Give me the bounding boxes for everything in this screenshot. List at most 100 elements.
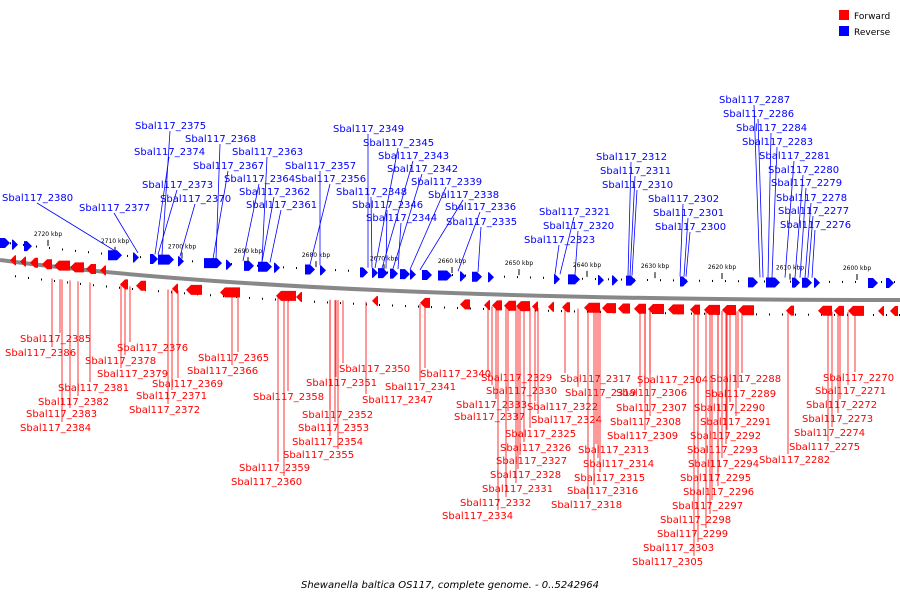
- reverse-gene-label[interactable]: Sbal117_2375: [135, 121, 206, 132]
- forward-gene-arrow[interactable]: [504, 300, 516, 311]
- forward-gene-label[interactable]: Sbal117_2298: [660, 515, 731, 526]
- reverse-gene-label[interactable]: Sbal117_2321: [539, 207, 610, 218]
- forward-gene-label[interactable]: Sbal117_2329: [481, 373, 552, 384]
- forward-gene-label[interactable]: Sbal117_2288: [710, 374, 781, 385]
- reverse-gene-arrow[interactable]: [766, 277, 780, 288]
- forward-gene-label[interactable]: Sbal117_2296: [683, 487, 754, 498]
- forward-gene-label[interactable]: Sbal117_2304: [637, 375, 708, 386]
- forward-gene-label[interactable]: Sbal117_2382: [38, 397, 109, 408]
- reverse-gene-label[interactable]: Sbal117_2276: [780, 220, 851, 231]
- forward-gene-label[interactable]: Sbal117_2333: [456, 400, 527, 411]
- forward-gene-label[interactable]: Sbal117_2330: [486, 386, 557, 397]
- forward-gene-label[interactable]: Sbal117_2359: [239, 463, 310, 474]
- forward-gene-label[interactable]: Sbal117_2316: [567, 486, 638, 497]
- forward-gene-label[interactable]: Sbal117_2341: [385, 382, 456, 393]
- reverse-gene-label[interactable]: Sbal117_2343: [378, 151, 449, 162]
- reverse-gene-label[interactable]: Sbal117_2356: [295, 174, 366, 185]
- reverse-gene-label[interactable]: Sbal117_2283: [742, 137, 813, 148]
- forward-gene-label[interactable]: Sbal117_2271: [815, 386, 886, 397]
- forward-gene-label[interactable]: Sbal117_2272: [806, 400, 877, 411]
- forward-gene-arrow[interactable]: [634, 303, 646, 314]
- reverse-gene-label[interactable]: Sbal117_2339: [411, 177, 482, 188]
- forward-gene-label[interactable]: Sbal117_2372: [129, 405, 200, 416]
- forward-gene-arrow[interactable]: [276, 290, 296, 301]
- reverse-gene-label[interactable]: Sbal117_2357: [285, 161, 356, 172]
- reverse-gene-arrow[interactable]: [680, 276, 688, 287]
- reverse-gene-arrow[interactable]: [24, 241, 32, 252]
- reverse-gene-label[interactable]: Sbal117_2279: [771, 178, 842, 189]
- forward-gene-arrow[interactable]: [54, 260, 70, 271]
- forward-gene-arrow[interactable]: [296, 292, 302, 303]
- reverse-gene-label[interactable]: Sbal117_2277: [778, 206, 849, 217]
- reverse-gene-arrow[interactable]: [438, 270, 452, 281]
- reverse-gene-label[interactable]: Sbal117_2367: [193, 161, 264, 172]
- forward-gene-label[interactable]: Sbal117_2350: [339, 364, 410, 375]
- forward-gene-label[interactable]: Sbal117_2366: [187, 366, 258, 377]
- reverse-gene-label[interactable]: Sbal117_2323: [524, 235, 595, 246]
- forward-gene-label[interactable]: Sbal117_2317: [560, 374, 631, 385]
- forward-gene-label[interactable]: Sbal117_2337: [454, 412, 525, 423]
- forward-gene-label[interactable]: Sbal117_2331: [482, 484, 553, 495]
- reverse-gene-arrow[interactable]: [244, 260, 254, 271]
- forward-gene-arrow[interactable]: [786, 305, 794, 316]
- forward-gene-label[interactable]: Sbal117_2309: [607, 431, 678, 442]
- forward-gene-label[interactable]: Sbal117_2290: [694, 403, 765, 414]
- forward-gene-arrow[interactable]: [30, 257, 38, 268]
- forward-gene-arrow[interactable]: [690, 304, 700, 315]
- reverse-gene-arrow[interactable]: [108, 250, 122, 261]
- forward-gene-label[interactable]: Sbal117_2360: [231, 477, 302, 488]
- reverse-gene-label[interactable]: Sbal117_2344: [366, 213, 437, 224]
- forward-gene-label[interactable]: Sbal117_2292: [690, 431, 761, 442]
- forward-gene-arrow[interactable]: [738, 305, 754, 316]
- forward-gene-label[interactable]: Sbal117_2332: [460, 498, 531, 509]
- forward-gene-label[interactable]: Sbal117_2347: [362, 395, 433, 406]
- reverse-gene-label[interactable]: Sbal117_2348: [336, 187, 407, 198]
- reverse-gene-arrow[interactable]: [802, 277, 812, 288]
- forward-gene-arrow[interactable]: [186, 284, 202, 295]
- forward-gene-label[interactable]: Sbal117_2353: [298, 423, 369, 434]
- reverse-gene-label[interactable]: Sbal117_2278: [776, 193, 847, 204]
- reverse-gene-arrow[interactable]: [554, 274, 560, 285]
- forward-gene-label[interactable]: Sbal117_2379: [97, 369, 168, 380]
- forward-gene-label[interactable]: Sbal117_2303: [643, 543, 714, 554]
- forward-gene-label[interactable]: Sbal117_2294: [688, 459, 759, 470]
- reverse-gene-arrow[interactable]: [0, 238, 10, 248]
- reverse-gene-arrow[interactable]: [226, 259, 232, 270]
- forward-gene-arrow[interactable]: [704, 304, 720, 315]
- reverse-gene-arrow[interactable]: [868, 277, 878, 288]
- forward-gene-label[interactable]: Sbal117_2358: [253, 392, 324, 403]
- reverse-gene-label[interactable]: Sbal117_2373: [142, 180, 213, 191]
- forward-gene-label[interactable]: Sbal117_2378: [85, 356, 156, 367]
- forward-gene-label[interactable]: Sbal117_2352: [302, 410, 373, 421]
- reverse-gene-label[interactable]: Sbal117_2284: [736, 123, 807, 134]
- reverse-gene-label[interactable]: Sbal117_2364: [224, 174, 295, 185]
- forward-gene-label[interactable]: Sbal117_2384: [20, 423, 91, 434]
- forward-gene-arrow[interactable]: [86, 264, 96, 275]
- reverse-gene-arrow[interactable]: [612, 275, 618, 286]
- forward-gene-arrow[interactable]: [722, 305, 736, 316]
- reverse-gene-label[interactable]: Sbal117_2310: [602, 180, 673, 191]
- forward-gene-arrow[interactable]: [136, 280, 146, 291]
- forward-gene-arrow[interactable]: [492, 300, 502, 311]
- forward-gene-arrow[interactable]: [372, 295, 378, 306]
- forward-gene-arrow[interactable]: [484, 300, 490, 311]
- forward-gene-label[interactable]: Sbal117_2334: [442, 511, 513, 522]
- forward-gene-label[interactable]: Sbal117_2275: [789, 442, 860, 453]
- forward-gene-label[interactable]: Sbal117_2327: [496, 456, 567, 467]
- forward-gene-label[interactable]: Sbal117_2319: [565, 388, 636, 399]
- forward-gene-arrow[interactable]: [20, 256, 26, 267]
- forward-gene-label[interactable]: Sbal117_2381: [58, 383, 129, 394]
- reverse-gene-label[interactable]: Sbal117_2312: [596, 152, 667, 163]
- forward-gene-label[interactable]: Sbal117_2371: [136, 391, 207, 402]
- forward-gene-label[interactable]: Sbal117_2274: [794, 428, 865, 439]
- forward-gene-label[interactable]: Sbal117_2369: [152, 379, 223, 390]
- forward-gene-arrow[interactable]: [420, 297, 430, 308]
- reverse-gene-arrow[interactable]: [568, 274, 580, 285]
- forward-gene-arrow[interactable]: [42, 259, 52, 270]
- forward-gene-label[interactable]: Sbal117_2355: [283, 450, 354, 461]
- reverse-gene-arrow[interactable]: [626, 275, 636, 286]
- forward-gene-arrow[interactable]: [70, 262, 84, 273]
- forward-gene-label[interactable]: Sbal117_2322: [527, 402, 598, 413]
- reverse-gene-arrow[interactable]: [460, 271, 466, 282]
- forward-gene-arrow[interactable]: [172, 283, 178, 294]
